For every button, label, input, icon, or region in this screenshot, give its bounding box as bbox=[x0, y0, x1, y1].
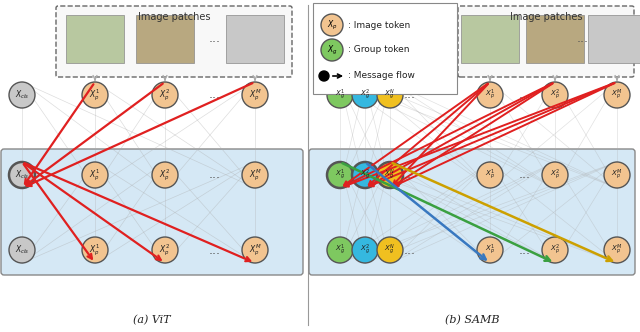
Circle shape bbox=[377, 162, 403, 188]
Bar bbox=[526, 15, 584, 63]
Text: $X_p^2$: $X_p^2$ bbox=[159, 167, 171, 183]
Text: $X_g^2$: $X_g^2$ bbox=[360, 88, 370, 102]
Text: $X_p^1$: $X_p^1$ bbox=[90, 242, 100, 258]
Circle shape bbox=[321, 39, 343, 61]
Text: Image patches: Image patches bbox=[509, 12, 582, 22]
Circle shape bbox=[542, 82, 568, 108]
Circle shape bbox=[242, 237, 268, 263]
Circle shape bbox=[9, 162, 35, 188]
Text: $X_p^2$: $X_p^2$ bbox=[550, 88, 560, 102]
Text: (b) SAMB: (b) SAMB bbox=[445, 315, 499, 325]
Text: $X_{cls}$: $X_{cls}$ bbox=[15, 89, 29, 101]
Text: $X_p^M$: $X_p^M$ bbox=[248, 242, 261, 258]
Circle shape bbox=[604, 162, 630, 188]
Text: (a) ViT: (a) ViT bbox=[133, 315, 171, 325]
Circle shape bbox=[377, 82, 403, 108]
Circle shape bbox=[82, 82, 108, 108]
Circle shape bbox=[352, 82, 378, 108]
Circle shape bbox=[542, 162, 568, 188]
Text: $X_p^2$: $X_p^2$ bbox=[159, 87, 171, 103]
Circle shape bbox=[321, 14, 343, 36]
Text: $X_g^1$: $X_g^1$ bbox=[335, 243, 345, 257]
Circle shape bbox=[327, 237, 353, 263]
Text: $X_g^2$: $X_g^2$ bbox=[360, 168, 370, 182]
Text: $X_p^M$: $X_p^M$ bbox=[611, 88, 623, 102]
Circle shape bbox=[82, 162, 108, 188]
Text: ...: ... bbox=[404, 89, 416, 102]
Circle shape bbox=[9, 82, 35, 108]
Text: ...: ... bbox=[519, 169, 531, 182]
FancyBboxPatch shape bbox=[1, 149, 303, 275]
Text: ...: ... bbox=[577, 33, 589, 45]
Bar bbox=[461, 15, 519, 63]
FancyBboxPatch shape bbox=[458, 6, 634, 77]
Circle shape bbox=[152, 237, 178, 263]
Text: $X_g$: $X_g$ bbox=[326, 43, 337, 56]
Text: $X_p^M$: $X_p^M$ bbox=[248, 167, 261, 183]
Bar bbox=[66, 15, 124, 63]
Text: ...: ... bbox=[519, 89, 531, 102]
Text: $X_{cls}$: $X_{cls}$ bbox=[15, 169, 29, 181]
Text: ...: ... bbox=[209, 169, 221, 182]
Circle shape bbox=[352, 162, 378, 188]
Circle shape bbox=[542, 237, 568, 263]
Bar bbox=[588, 15, 640, 63]
Text: : Group token: : Group token bbox=[348, 45, 410, 54]
Text: $X_p^M$: $X_p^M$ bbox=[248, 87, 261, 103]
Text: $X_p^1$: $X_p^1$ bbox=[485, 88, 495, 102]
Text: ...: ... bbox=[209, 33, 221, 45]
Circle shape bbox=[477, 237, 503, 263]
Circle shape bbox=[377, 237, 403, 263]
Text: $X_p^2$: $X_p^2$ bbox=[550, 243, 560, 257]
Text: $X_p^M$: $X_p^M$ bbox=[611, 243, 623, 257]
Text: $X_p^1$: $X_p^1$ bbox=[90, 167, 100, 183]
Text: $X_g^2$: $X_g^2$ bbox=[360, 243, 370, 257]
Text: Image patches: Image patches bbox=[138, 12, 211, 22]
Text: $X_g^N$: $X_g^N$ bbox=[385, 168, 396, 182]
Text: : Image token: : Image token bbox=[348, 21, 410, 30]
Text: $X_p^1$: $X_p^1$ bbox=[485, 168, 495, 182]
Circle shape bbox=[319, 71, 329, 81]
Text: $X_g^N$: $X_g^N$ bbox=[385, 243, 396, 257]
Circle shape bbox=[242, 162, 268, 188]
FancyBboxPatch shape bbox=[309, 149, 635, 275]
Circle shape bbox=[327, 82, 353, 108]
Text: $X_p$: $X_p$ bbox=[326, 19, 337, 32]
Circle shape bbox=[604, 82, 630, 108]
Circle shape bbox=[327, 162, 353, 188]
Circle shape bbox=[82, 237, 108, 263]
Circle shape bbox=[477, 162, 503, 188]
Text: ...: ... bbox=[519, 243, 531, 257]
FancyBboxPatch shape bbox=[56, 6, 292, 77]
Circle shape bbox=[242, 82, 268, 108]
Text: ...: ... bbox=[404, 243, 416, 257]
Circle shape bbox=[352, 237, 378, 263]
Circle shape bbox=[477, 82, 503, 108]
FancyBboxPatch shape bbox=[313, 3, 457, 94]
Text: ...: ... bbox=[209, 243, 221, 257]
Text: $X_g^1$: $X_g^1$ bbox=[335, 88, 345, 102]
Text: $X_p^M$: $X_p^M$ bbox=[611, 168, 623, 182]
Text: $X_p^1$: $X_p^1$ bbox=[90, 87, 100, 103]
Text: $X_{cls}$: $X_{cls}$ bbox=[15, 244, 29, 256]
Bar bbox=[136, 15, 194, 63]
Circle shape bbox=[152, 82, 178, 108]
Text: $X_p^1$: $X_p^1$ bbox=[485, 243, 495, 257]
Text: $X_p^2$: $X_p^2$ bbox=[550, 168, 560, 182]
Circle shape bbox=[9, 237, 35, 263]
Circle shape bbox=[604, 237, 630, 263]
Text: ...: ... bbox=[209, 89, 221, 102]
Bar bbox=[226, 15, 284, 63]
Text: $X_g^1$: $X_g^1$ bbox=[335, 168, 345, 182]
Text: : Message flow: : Message flow bbox=[348, 71, 415, 80]
Circle shape bbox=[152, 162, 178, 188]
Text: $X_g^N$: $X_g^N$ bbox=[385, 88, 396, 102]
Text: $X_p^2$: $X_p^2$ bbox=[159, 242, 171, 258]
Text: ...: ... bbox=[404, 169, 416, 182]
